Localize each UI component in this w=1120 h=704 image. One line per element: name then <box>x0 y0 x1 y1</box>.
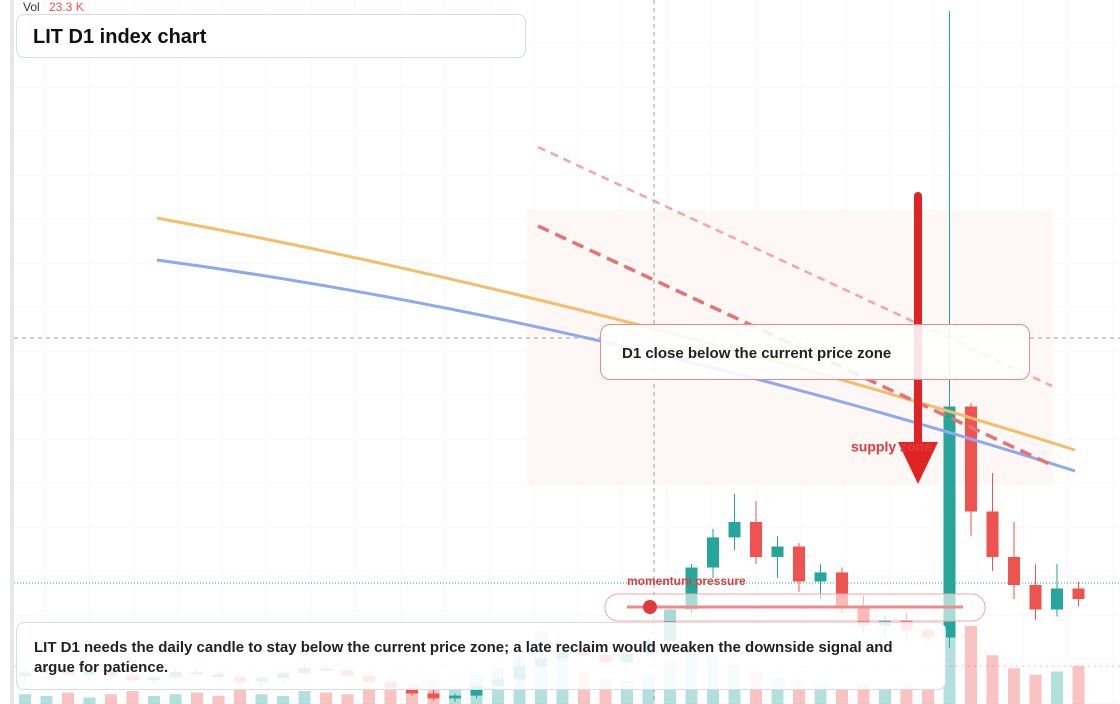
candle-body <box>986 511 999 557</box>
volume-bar <box>126 691 139 704</box>
volume-bar <box>255 694 268 704</box>
trend-line-orange <box>156 216 1076 452</box>
note-text: LIT D1 needs the daily candle to stay be… <box>34 639 893 676</box>
candle-body <box>1029 585 1042 610</box>
volume-bar <box>277 695 289 704</box>
candle-body <box>707 537 719 568</box>
candle-body <box>470 685 483 696</box>
candle-body <box>1072 588 1085 599</box>
volume-bar <box>341 694 354 704</box>
volume-bar <box>234 689 246 704</box>
volume-bar <box>169 694 182 704</box>
volume-bar <box>40 695 53 704</box>
volume-bar <box>363 687 375 704</box>
volume-bar <box>1072 666 1085 704</box>
volume-bar <box>62 692 74 704</box>
chart-title: LIT D1 index chart <box>33 26 207 48</box>
candle-body <box>427 693 440 699</box>
candle-body <box>1051 588 1063 610</box>
candle-body <box>406 687 418 694</box>
momentum-label: momentum pressure <box>627 574 746 588</box>
title-box: LIT D1 index chart <box>16 14 526 58</box>
volume-bar <box>384 689 397 704</box>
volume-bar <box>83 697 96 704</box>
candle-body <box>449 695 461 699</box>
volume-bar <box>212 695 225 704</box>
candle-body <box>814 572 827 582</box>
candle-body <box>728 522 741 538</box>
note-box: LIT D1 needs the daily candle to stay be… <box>16 622 946 690</box>
candle-body <box>771 546 784 557</box>
volume-bar <box>1008 668 1020 704</box>
arrow-head <box>898 442 938 484</box>
volume-bar <box>986 655 999 704</box>
volume-bar <box>1051 671 1063 704</box>
volume-bar <box>836 687 848 704</box>
volume-bar <box>191 692 203 704</box>
volume-bar <box>298 691 311 704</box>
candle-body <box>943 406 956 638</box>
volume-bar <box>1029 674 1042 704</box>
dashed-upper <box>537 145 1053 388</box>
volume-bar <box>900 686 913 704</box>
signal-text: D1 close below the current price zone <box>622 345 892 362</box>
volume-bar <box>965 626 977 704</box>
signal-box: D1 close below the current price zone <box>600 324 1030 380</box>
candle-body <box>793 546 805 582</box>
volume-bar <box>148 695 160 704</box>
volume-bar <box>19 694 31 704</box>
candle-body <box>965 406 977 512</box>
volume-bar <box>879 689 891 704</box>
volume-value: 23.3 K <box>49 0 84 14</box>
volume-title: Vol <box>23 0 40 14</box>
volume-bar <box>922 687 934 704</box>
left-edge <box>10 0 14 704</box>
candle-body <box>1008 557 1020 585</box>
zone-label: supply zone <box>851 439 932 455</box>
momentum-dot <box>643 600 657 614</box>
volume-bar <box>105 694 117 704</box>
volume-bar <box>320 692 332 704</box>
candle-body <box>750 522 762 557</box>
